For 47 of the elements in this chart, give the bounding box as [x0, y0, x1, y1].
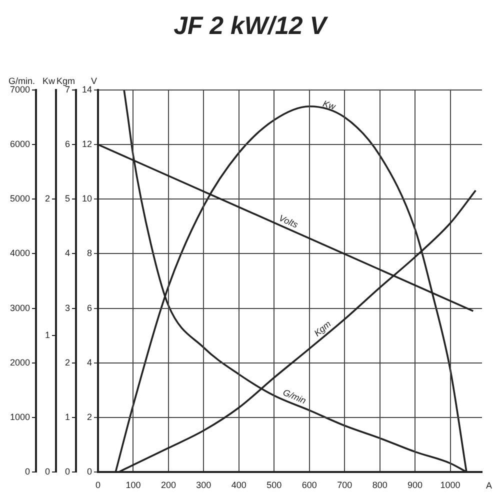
y-tick-label: 6000 — [10, 139, 30, 150]
y-tick-label: 6 — [86, 302, 92, 313]
text: Kgm — [312, 318, 334, 338]
y-tick-label: 14 — [82, 84, 92, 94]
y-tick-label: 10 — [82, 194, 92, 204]
y2-tick-label: 4 — [64, 248, 70, 258]
text: Kw — [322, 98, 337, 112]
x-tick-label: 0 — [95, 480, 101, 490]
x-tick-label: 1000 — [440, 480, 460, 490]
y2-tick-label: 2 — [44, 194, 50, 204]
text: G/min — [281, 387, 308, 406]
y-axis-title: G/min. — [8, 76, 35, 86]
y-tick-label: 4000 — [10, 248, 30, 258]
y2-tick-label: 3 — [64, 302, 70, 313]
x-tick-label: 300 — [196, 480, 212, 490]
y-tick-label: 0 — [24, 466, 30, 476]
y2-tick-label: 1 — [44, 330, 50, 340]
x-axis-title: A — [486, 480, 492, 490]
y-tick-label: 2 — [86, 412, 92, 422]
y-tick-label: 8 — [86, 248, 92, 258]
y2-tick-label: 2 — [64, 357, 70, 368]
y-tick-label: 4 — [86, 357, 92, 368]
y-tick-label: 1000 — [10, 412, 30, 422]
y-tick-label: 2000 — [10, 357, 30, 368]
y-tick-label: 0 — [86, 466, 92, 476]
x-tick-label: 800 — [372, 480, 388, 490]
x-tick-label: 400 — [231, 480, 246, 490]
y2-tick-label: 6 — [64, 139, 70, 150]
x-tick-label: 600 — [302, 480, 317, 490]
x-tick-label: 700 — [337, 480, 352, 490]
y2-axis-title: Kw — [42, 76, 56, 86]
y2-tick-label: 5 — [64, 194, 70, 204]
x-tick-label: 500 — [266, 480, 282, 490]
y-tick-label: 3000 — [10, 302, 30, 313]
y-tick-label: 7000 — [10, 84, 30, 94]
y-axis-title: V — [90, 76, 97, 86]
y2-axis-title: Kgm — [56, 76, 75, 86]
x-tick-label: 200 — [160, 480, 176, 490]
y-tick-label: 5000 — [10, 194, 30, 204]
y2-tick-label: 0 — [64, 466, 70, 476]
y-tick-label: 12 — [82, 139, 92, 150]
chart-title: JF 2 kW/12 V — [172, 11, 329, 42]
y2-tick-label: 1 — [64, 412, 70, 422]
x-tick-label: 100 — [126, 480, 141, 490]
y2-tick-label: 0 — [44, 466, 50, 476]
x-tick-label: 900 — [408, 480, 423, 490]
text: Volts — [277, 212, 300, 230]
